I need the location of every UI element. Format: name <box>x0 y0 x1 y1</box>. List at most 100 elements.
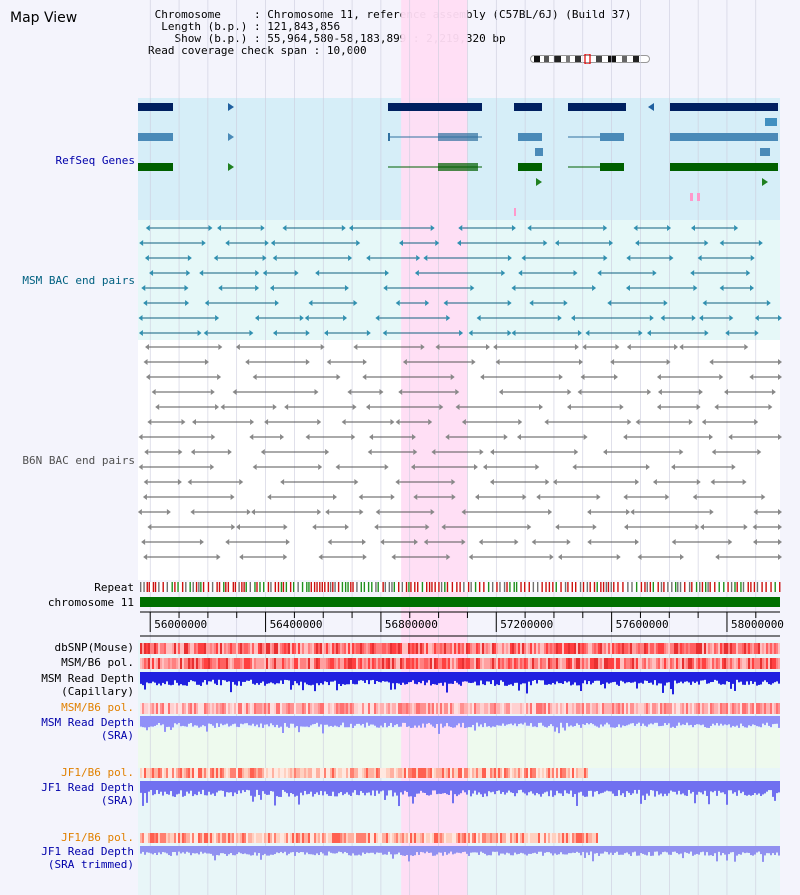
heat-cell <box>236 833 238 843</box>
bac-end-marker <box>204 359 209 365</box>
heat-cell <box>180 768 182 778</box>
heat-cell <box>598 703 600 714</box>
repeat-element <box>398 582 400 592</box>
depth-bar <box>174 672 176 681</box>
heat-cell <box>470 643 472 654</box>
depth-bar <box>280 716 282 727</box>
heat-cell <box>280 833 282 843</box>
msm-bac-pairs[interactable] <box>138 225 782 336</box>
depth-bar <box>390 716 392 723</box>
heat-cell <box>366 643 368 654</box>
chromosome-ideogram[interactable] <box>530 54 650 64</box>
depth-bar <box>162 846 164 853</box>
heatmap-tracks[interactable] <box>140 643 780 843</box>
heat-cell <box>296 658 298 669</box>
depth-bar <box>470 672 472 684</box>
depth-bar <box>722 781 724 793</box>
heat-cell <box>418 703 420 714</box>
bac-end-marker <box>778 374 782 380</box>
heat-cell <box>230 643 232 654</box>
depth-bar <box>234 781 236 793</box>
repeat-track[interactable] <box>140 582 781 592</box>
heat-cell <box>428 768 430 778</box>
depth-bar <box>618 672 620 686</box>
heat-cell <box>240 643 242 654</box>
depth-bar <box>706 672 708 684</box>
heat-cell <box>152 768 154 778</box>
depth-bar <box>190 716 192 723</box>
chromosome-bar[interactable] <box>140 597 780 607</box>
read-depth-tracks[interactable] <box>140 672 780 862</box>
depth-bar <box>576 716 578 724</box>
heat-cell <box>556 643 558 654</box>
heat-cell <box>448 833 450 843</box>
heat-cell <box>608 658 610 669</box>
depth-bar <box>742 716 744 727</box>
repeat-element <box>520 582 522 592</box>
depth-bar <box>206 716 208 732</box>
heat-cell <box>494 768 496 778</box>
depth-bar <box>634 716 636 726</box>
heat-cell <box>712 703 714 714</box>
heat-cell <box>434 703 436 714</box>
repeat-element <box>718 582 720 592</box>
heat-cell <box>698 658 700 669</box>
heat-cell <box>716 643 718 654</box>
heat-cell <box>772 643 774 654</box>
depth-bar <box>414 672 416 684</box>
bac-end-marker <box>761 494 766 500</box>
depth-bar <box>316 716 318 723</box>
heat-cell <box>468 833 470 843</box>
repeat-element <box>371 582 373 592</box>
repeat-element <box>202 582 205 592</box>
heat-cell <box>326 643 328 654</box>
depth-bar <box>354 846 356 856</box>
heat-cell <box>608 703 610 714</box>
depth-bar <box>196 672 198 685</box>
heat-cell <box>340 833 342 843</box>
heat-cell <box>270 703 272 714</box>
heat-cell <box>362 833 364 843</box>
depth-bar <box>564 672 566 682</box>
heat-cell <box>296 833 298 843</box>
depth-bar <box>466 846 468 854</box>
refseq-genes[interactable] <box>138 103 778 216</box>
heat-cell <box>254 703 256 714</box>
depth-bar <box>300 716 302 727</box>
heat-cell <box>246 833 248 843</box>
depth-bar <box>144 716 146 728</box>
depth-bar <box>712 716 714 724</box>
heat-cell <box>250 833 252 843</box>
depth-bar <box>474 846 476 853</box>
repeat-element <box>640 582 643 592</box>
b6n-bac-pairs[interactable] <box>137 344 782 560</box>
depth-bar <box>494 781 496 795</box>
depth-bar <box>314 846 316 856</box>
depth-bar <box>744 846 746 854</box>
heat-cell <box>250 643 252 654</box>
heat-cell <box>570 768 572 778</box>
heat-cell <box>334 643 336 654</box>
depth-bar <box>236 846 238 855</box>
heat-cell <box>546 703 548 714</box>
depth-bar <box>376 672 378 682</box>
repeat-element <box>667 582 669 592</box>
bac-end-marker <box>239 554 244 560</box>
depth-bar <box>640 716 642 727</box>
bac-end-marker <box>699 524 704 530</box>
depth-bar <box>340 846 342 853</box>
heat-cell <box>734 643 736 654</box>
depth-bar <box>532 846 534 854</box>
heat-cell <box>316 703 318 714</box>
heat-cell <box>182 768 184 778</box>
heat-cell <box>140 703 142 714</box>
depth-bar <box>214 846 216 861</box>
heat-cell <box>366 768 368 778</box>
heat-cell <box>434 833 436 843</box>
bac-end-marker <box>480 374 485 380</box>
heat-cell <box>568 703 570 714</box>
depth-bar <box>522 846 524 854</box>
heat-cell <box>216 658 218 669</box>
heat-cell <box>506 833 508 843</box>
